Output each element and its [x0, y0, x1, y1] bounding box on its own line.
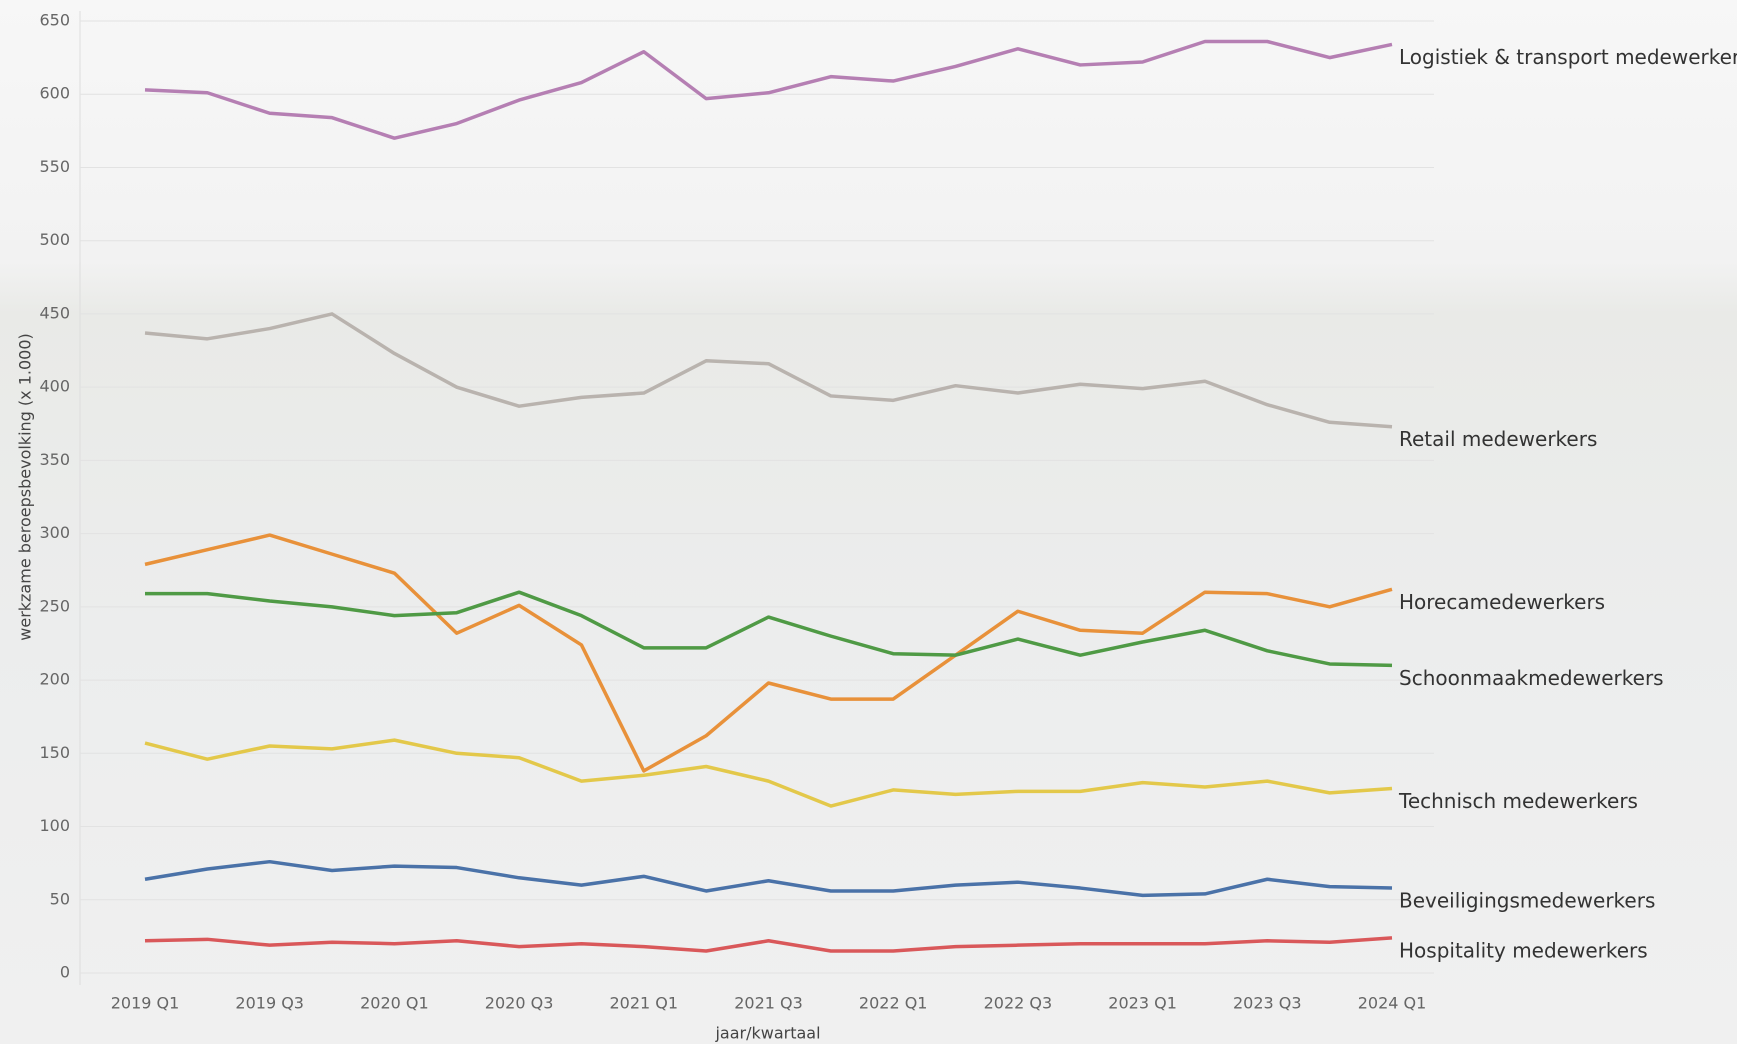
y-tick-label: 200	[39, 670, 70, 689]
series-line	[144, 39, 1393, 140]
y-tick-label: 300	[39, 523, 70, 542]
series-label: Hospitality medewerkers	[1399, 938, 1648, 962]
x-tick-label: 2024 Q1	[1358, 994, 1427, 1013]
x-tick-label: 2021 Q3	[734, 994, 803, 1013]
x-tick-label: 2023 Q3	[1233, 994, 1302, 1013]
y-axis-title: werkzame beroepsbevolking (x 1.000)	[16, 333, 35, 640]
x-tick-label: 2021 Q1	[610, 994, 679, 1013]
y-tick-label: 0	[60, 963, 70, 982]
series-line	[144, 859, 1393, 898]
series-label: Retail medewerkers	[1399, 427, 1597, 451]
series-label: Logistiek & transport medewerkers	[1399, 45, 1737, 69]
y-tick-label: 550	[39, 157, 70, 176]
series-line	[144, 312, 1393, 429]
y-tick-label: 100	[39, 816, 70, 835]
y-tick-label: 500	[39, 230, 70, 249]
series-label: Technisch medewerkers	[1398, 789, 1638, 813]
y-tick-label: 150	[39, 743, 70, 762]
y-tick-label: 650	[39, 11, 70, 30]
y-tick-label: 400	[39, 377, 70, 396]
series-label: Horecamedewerkers	[1399, 590, 1605, 614]
series-line	[144, 936, 1393, 953]
y-tick-label: 250	[39, 596, 70, 615]
series-label: Schoonmaakmedewerkers	[1399, 666, 1664, 690]
x-tick-label: 2020 Q3	[485, 994, 554, 1013]
y-tick-label: 600	[39, 84, 70, 103]
x-tick-label: 2023 Q1	[1108, 994, 1177, 1013]
x-axis-title: jaar/kwartaal	[714, 1024, 820, 1043]
x-tick-label: 2019 Q1	[111, 994, 180, 1013]
y-tick-label: 350	[39, 450, 70, 469]
series-line	[144, 533, 1393, 773]
x-tick-label: 2020 Q1	[360, 994, 429, 1013]
x-tick-label: 2019 Q3	[235, 994, 304, 1013]
series-line	[145, 590, 1393, 668]
series-label: Beveiligingsmedewerkers	[1399, 889, 1655, 913]
x-tick-label: 2022 Q3	[984, 994, 1053, 1013]
y-tick-label: 50	[50, 889, 70, 908]
y-tick-label: 450	[39, 303, 70, 322]
series-line	[144, 738, 1393, 808]
x-tick-label: 2022 Q1	[859, 994, 928, 1013]
